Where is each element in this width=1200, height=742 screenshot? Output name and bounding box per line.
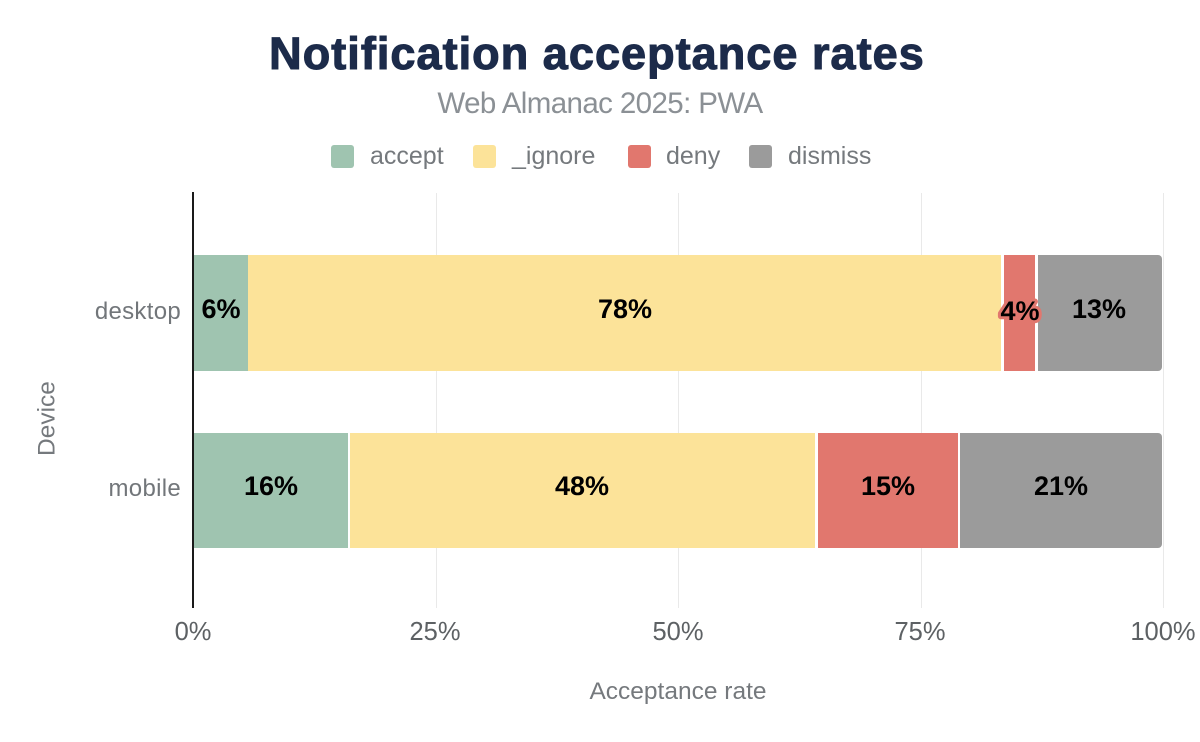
svg-text:4%: 4% xyxy=(1000,296,1039,326)
